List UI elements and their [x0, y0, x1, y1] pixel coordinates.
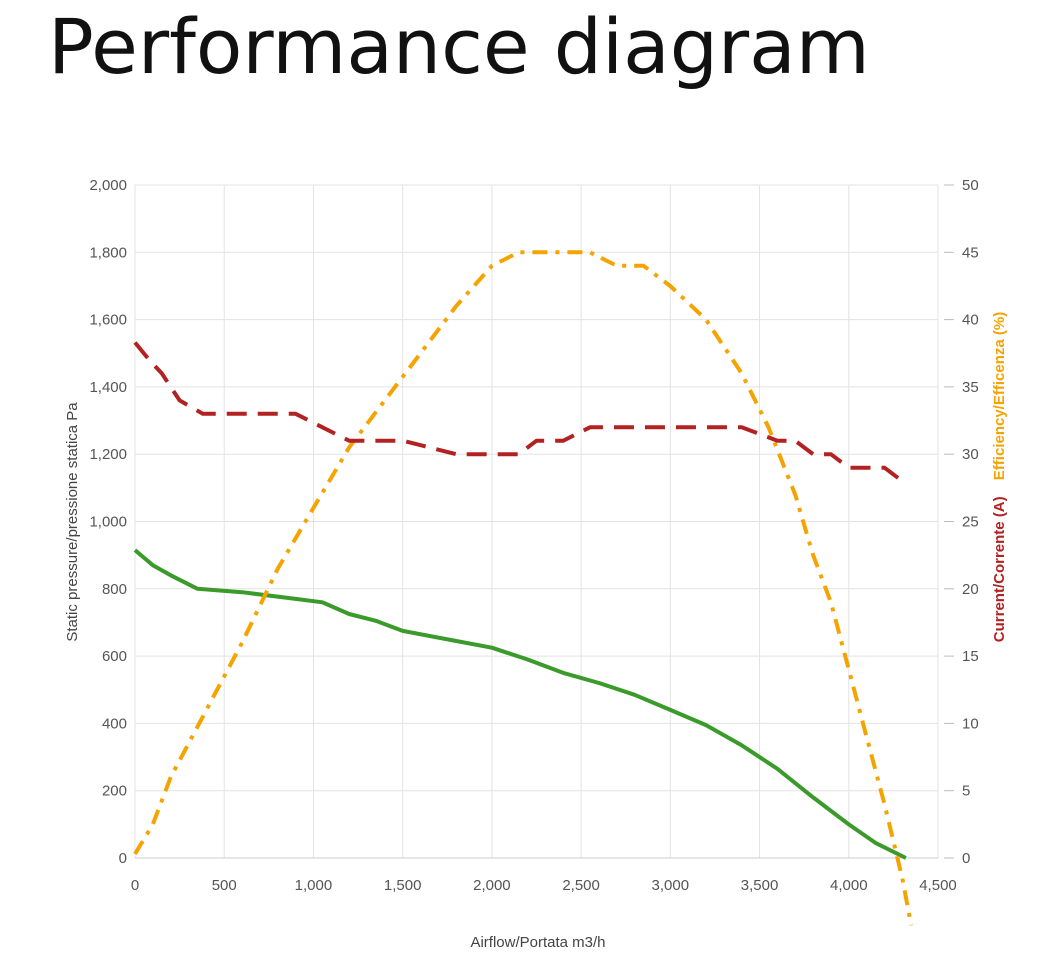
- left-tick-label: 800: [102, 581, 127, 598]
- right-axis-label-efficiency: Efficiency/Efficenza (%): [991, 312, 1008, 480]
- left-tick-label: 600: [102, 648, 127, 665]
- left-tick-label: 0: [119, 850, 127, 867]
- right-tick-label: 45: [962, 244, 979, 261]
- right-axis-label-current: Current/Corrente (A): [991, 496, 1008, 642]
- left-tick-label: 1,200: [89, 446, 127, 463]
- x-tick-label: 3,000: [652, 877, 690, 894]
- left-tick-label: 200: [102, 783, 127, 800]
- x-tick-label: 2,500: [562, 877, 600, 894]
- left-tick-label: 1,800: [89, 244, 127, 261]
- right-tick-label: 0: [962, 850, 970, 867]
- x-tick-label: 2,000: [473, 877, 511, 894]
- x-tick-label: 1,000: [295, 877, 333, 894]
- pressure-series-line: [133, 548, 907, 860]
- left-tick-label: 400: [102, 715, 127, 732]
- efficiency-series-line: [133, 250, 914, 926]
- x-tick-label: 3,500: [741, 877, 779, 894]
- x-tick-label: 4,500: [919, 877, 957, 894]
- page-title: Performance diagram: [48, 2, 870, 91]
- right-axis-ticks: 0 5 10 15 20 25 30 35 40 45 50: [944, 177, 979, 867]
- left-axis-ticks: 0 200 400 600 800 1,000 1,200 1,400 1,600 1,800 2,…: [89, 177, 127, 867]
- x-tick-label: 1,500: [384, 877, 422, 894]
- right-tick-label: 20: [962, 581, 979, 598]
- x-tick-label: 0: [131, 877, 139, 894]
- right-tick-label: 10: [962, 715, 979, 732]
- left-tick-label: 1,400: [89, 379, 127, 396]
- right-tick-label: 35: [962, 379, 979, 396]
- right-tick-label: 50: [962, 177, 979, 194]
- right-tick-label: 5: [962, 783, 970, 800]
- x-tick-label: 500: [212, 877, 237, 894]
- left-axis-label: Static pressure/pressione statica Pa: [64, 402, 81, 642]
- right-tick-label: 30: [962, 446, 979, 463]
- x-axis-ticks: 0 500 1,000 1,500 2,000 2,500 3,000 3,500 4,000 4…: [131, 877, 957, 894]
- current-series-line: [133, 341, 904, 483]
- right-tick-label: 15: [962, 648, 979, 665]
- series-group: [133, 250, 914, 926]
- left-tick-label: 2,000: [89, 177, 127, 194]
- grid: [134, 184, 939, 859]
- right-tick-label: 25: [962, 514, 979, 531]
- x-axis-label: Airflow/Portata m3/h: [470, 934, 605, 951]
- left-tick-label: 1,000: [89, 514, 127, 531]
- right-axis-label: Current/Corrente (A) Efficiency/Efficenz…: [991, 312, 1008, 642]
- left-tick-label: 1,600: [89, 312, 127, 329]
- right-tick-label: 40: [962, 312, 979, 329]
- x-tick-label: 4,000: [830, 877, 868, 894]
